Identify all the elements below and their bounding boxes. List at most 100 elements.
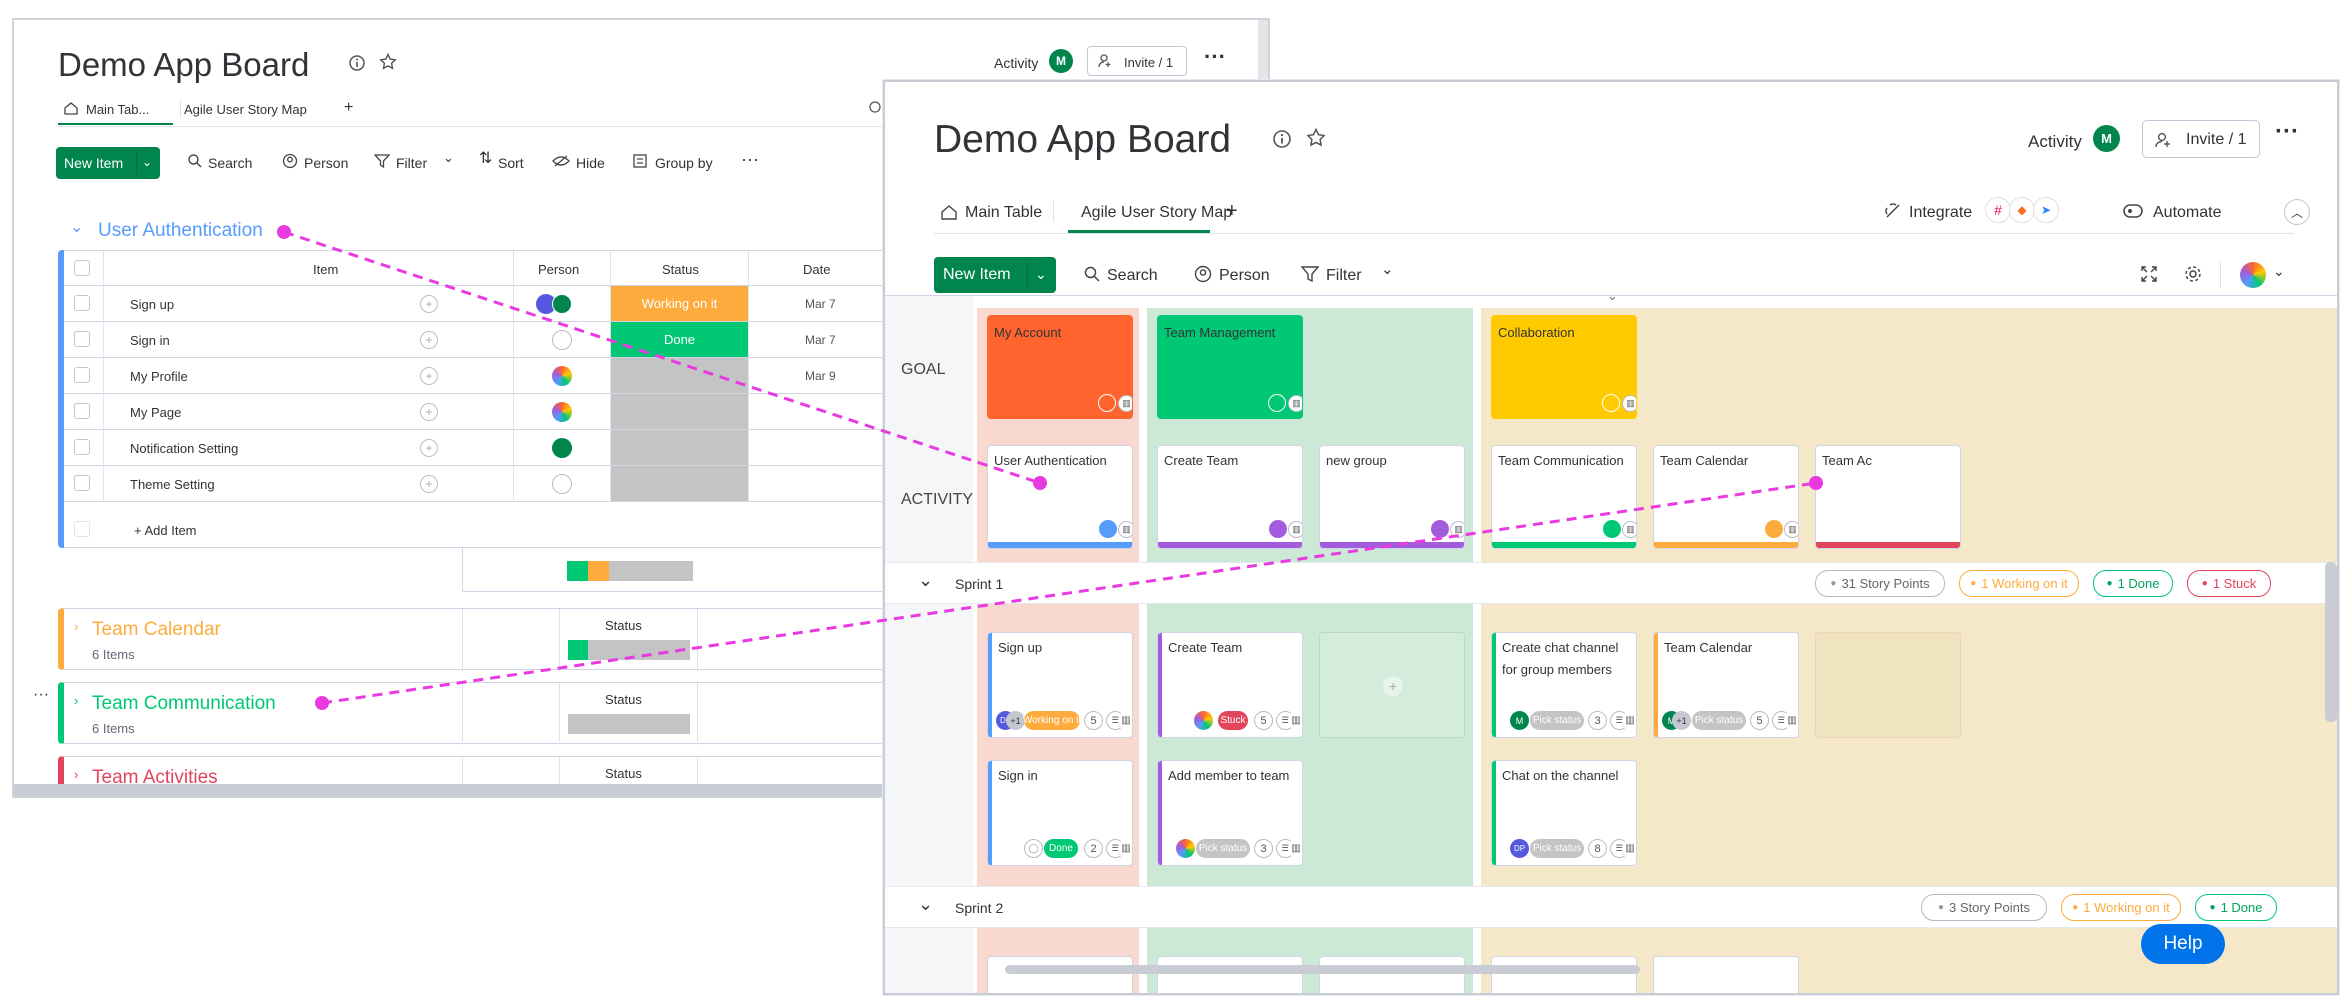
- delete-icon[interactable]: ▥: [1118, 839, 1132, 858]
- search-button[interactable]: Search: [1107, 267, 1158, 284]
- sprint-2-chevron-icon[interactable]: ⌄: [918, 894, 934, 914]
- row-checkbox[interactable]: [74, 475, 90, 491]
- add-tab-button[interactable]: +: [1226, 200, 1238, 222]
- automate-button[interactable]: Automate: [2153, 204, 2222, 221]
- status-pill[interactable]: Pick status: [1196, 839, 1250, 858]
- collapsed-group[interactable]: › Team Communication 6 Items Status: [58, 682, 914, 745]
- filter-button[interactable]: Filter: [396, 155, 428, 171]
- filter-chevron-icon[interactable]: ⌄: [443, 150, 454, 165]
- status-pill[interactable]: Pick status: [1530, 711, 1584, 730]
- date-cell[interactable]: Mar 7: [805, 297, 836, 311]
- delete-icon[interactable]: ▥: [1622, 521, 1636, 538]
- status-cell[interactable]: [611, 430, 748, 465]
- delete-icon[interactable]: ▥: [1118, 711, 1132, 730]
- sort-button[interactable]: Sort: [498, 155, 524, 171]
- expand-chevron-icon[interactable]: ›: [74, 767, 79, 782]
- status-pill[interactable]: Pick status: [1692, 711, 1746, 730]
- tab-main-table[interactable]: Main Table: [965, 204, 1043, 221]
- row-checkbox[interactable]: [74, 331, 90, 347]
- add-update-icon[interactable]: +: [420, 475, 438, 493]
- story-card-add-member[interactable]: Add member to team Pick status 3 ☰ ▥: [1157, 760, 1303, 866]
- chevron-down-icon[interactable]: ⌄: [1035, 266, 1047, 282]
- table-row[interactable]: Notification Setting +: [64, 430, 914, 466]
- status-cell[interactable]: Working on it: [611, 286, 748, 321]
- group-title[interactable]: Team Communication: [92, 693, 276, 714]
- goal-card-collaboration[interactable]: Collaboration ▥: [1491, 315, 1637, 419]
- add-item-label[interactable]: + Add Item: [134, 523, 197, 538]
- filter-chevron-icon[interactable]: ⌄: [1381, 261, 1394, 278]
- group-title[interactable]: Team Activities: [92, 767, 218, 788]
- status-pill[interactable]: Pick status: [1530, 839, 1584, 858]
- new-item-button[interactable]: New Item ⌄: [56, 147, 160, 179]
- status-pill[interactable]: Working on it: [1023, 711, 1081, 730]
- group-by-button[interactable]: Group by: [655, 155, 713, 171]
- delete-icon[interactable]: ▥: [1784, 521, 1798, 538]
- add-tab-button[interactable]: +: [344, 99, 354, 116]
- activity-card-create-team[interactable]: Create Team ▥: [1157, 445, 1303, 549]
- activity-card-team-activities[interactable]: Team Ac: [1815, 445, 1961, 549]
- expand-chevron-icon[interactable]: ›: [74, 619, 79, 634]
- item-name[interactable]: Sign in: [130, 333, 170, 348]
- status-cell[interactable]: Done: [611, 322, 748, 357]
- collapse-header-icon[interactable]: ︿: [2284, 199, 2310, 225]
- collapsed-group[interactable]: › Team Calendar 6 Items Status: [58, 608, 914, 671]
- expand-chevron-icon[interactable]: ›: [74, 693, 79, 708]
- delete-icon[interactable]: ▥: [1450, 521, 1464, 538]
- empty-story-slot[interactable]: +: [1319, 632, 1465, 738]
- delete-icon[interactable]: ▥: [1622, 711, 1636, 730]
- table-row[interactable]: Sign in + Done Mar 7: [64, 322, 914, 358]
- filter-button[interactable]: Filter: [1326, 267, 1362, 284]
- status-cell[interactable]: [611, 394, 748, 429]
- story-card-chat-channel[interactable]: Create chat channel for group members M …: [1491, 632, 1637, 738]
- help-button[interactable]: Help: [2141, 924, 2225, 964]
- search-button[interactable]: Search: [208, 155, 253, 171]
- delete-icon[interactable]: ▥: [1288, 395, 1302, 412]
- activity-label[interactable]: Activity: [994, 55, 1039, 71]
- delete-icon[interactable]: ▥: [1118, 521, 1132, 538]
- integrate-button[interactable]: Integrate: [1909, 204, 1973, 221]
- fullscreen-icon[interactable]: [2139, 264, 2159, 284]
- sprint-1-chevron-icon[interactable]: ⌄: [918, 570, 934, 590]
- add-item-row[interactable]: + Add Item: [64, 512, 914, 548]
- group-more-icon[interactable]: ···: [33, 686, 49, 703]
- column-header-person[interactable]: Person: [538, 262, 580, 277]
- collapse-chevron-icon[interactable]: ⌄: [70, 219, 84, 236]
- sprint-2-label[interactable]: Sprint 2: [955, 900, 1004, 916]
- item-name[interactable]: Notification Setting: [130, 441, 239, 456]
- tab-story-map[interactable]: Agile User Story Map: [1081, 204, 1233, 221]
- column-header-item[interactable]: Item: [313, 262, 339, 277]
- activity-card-new-group[interactable]: new group ▥: [1319, 445, 1465, 549]
- invite-button[interactable]: Invite / 1: [1087, 46, 1187, 76]
- invite-button[interactable]: Invite / 1: [2142, 120, 2260, 158]
- delete-icon[interactable]: ▥: [1288, 711, 1302, 730]
- horizontal-scrollbar[interactable]: [1005, 965, 1640, 974]
- story-card-sign-in[interactable]: Sign in ◯ Done 2 ☰ ▥: [987, 760, 1133, 866]
- collapse-map-chevron-icon[interactable]: ⌄: [1607, 288, 1618, 303]
- goal-card-my-account[interactable]: My Account ▥: [987, 315, 1133, 419]
- delete-icon[interactable]: ▥: [1288, 839, 1302, 858]
- app-logo-icon[interactable]: [2240, 262, 2266, 288]
- toolbar-more-icon[interactable]: ···: [741, 149, 759, 169]
- activity-label[interactable]: Activity: [2028, 132, 2082, 151]
- status-pill[interactable]: Done: [1044, 839, 1078, 858]
- settings-gear-icon[interactable]: [2183, 264, 2203, 284]
- status-cell[interactable]: [611, 466, 748, 501]
- chevron-down-icon[interactable]: ⌄: [142, 155, 153, 169]
- hide-button[interactable]: Hide: [576, 155, 605, 171]
- date-cell[interactable]: Mar 7: [805, 333, 836, 347]
- app-chevron-icon[interactable]: ⌄: [2273, 263, 2285, 279]
- column-header-status[interactable]: Status: [662, 262, 699, 277]
- more-options-icon[interactable]: ···: [1204, 44, 1226, 69]
- add-update-icon[interactable]: +: [420, 367, 438, 385]
- select-all-checkbox[interactable]: [74, 260, 90, 276]
- empty-story-slot[interactable]: [1815, 632, 1961, 738]
- row-checkbox[interactable]: [74, 367, 90, 383]
- row-checkbox[interactable]: [74, 403, 90, 419]
- add-update-icon[interactable]: +: [420, 439, 438, 457]
- tab-story-map[interactable]: Agile User Story Map: [184, 102, 307, 117]
- status-pill[interactable]: Stuck: [1218, 711, 1248, 730]
- add-update-icon[interactable]: +: [420, 403, 438, 421]
- delete-icon[interactable]: ▥: [1118, 395, 1132, 412]
- integrate-icon[interactable]: [866, 98, 884, 116]
- new-item-button[interactable]: New Item ⌄: [934, 257, 1056, 293]
